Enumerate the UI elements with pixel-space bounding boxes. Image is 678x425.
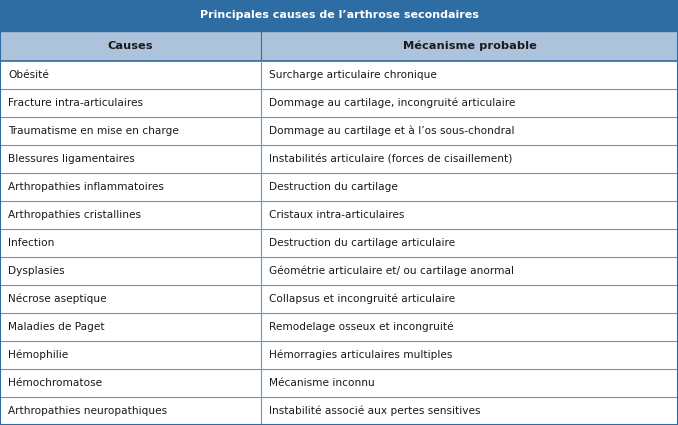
Text: Hémophilie: Hémophilie xyxy=(8,350,68,360)
Text: Cristaux intra-articulaires: Cristaux intra-articulaires xyxy=(269,210,405,220)
Text: Collapsus et incongruité articulaire: Collapsus et incongruité articulaire xyxy=(269,294,456,304)
Text: Arthropathies neuropathiques: Arthropathies neuropathiques xyxy=(8,406,167,416)
Text: Instabilité associé aux pertes sensitives: Instabilité associé aux pertes sensitive… xyxy=(269,406,481,416)
Text: Hémorragies articulaires multiples: Hémorragies articulaires multiples xyxy=(269,350,452,360)
Text: Dysplasies: Dysplasies xyxy=(8,266,65,276)
Text: Instabilités articulaire (forces de cisaillement): Instabilités articulaire (forces de cisa… xyxy=(269,154,513,164)
Text: Nécrose aseptique: Nécrose aseptique xyxy=(8,294,106,304)
Text: Traumatisme en mise en charge: Traumatisme en mise en charge xyxy=(8,126,179,136)
Bar xyxy=(0,313,678,341)
Text: Mécanisme inconnu: Mécanisme inconnu xyxy=(269,378,375,388)
Text: Dommage au cartilage, incongruité articulaire: Dommage au cartilage, incongruité articu… xyxy=(269,98,515,108)
Bar xyxy=(0,397,678,425)
Text: Maladies de Paget: Maladies de Paget xyxy=(8,322,105,332)
Text: Hémochromatose: Hémochromatose xyxy=(8,378,102,388)
Bar xyxy=(0,89,678,117)
Text: Surcharge articulaire chronique: Surcharge articulaire chronique xyxy=(269,70,437,80)
Text: Arthropathies inflammatoires: Arthropathies inflammatoires xyxy=(8,182,164,192)
Text: Principales causes de l’arthrose secondaires: Principales causes de l’arthrose seconda… xyxy=(199,10,479,20)
Text: Obésité: Obésité xyxy=(8,70,49,80)
Bar xyxy=(0,257,678,285)
Text: Arthropathies cristallines: Arthropathies cristallines xyxy=(8,210,141,220)
Text: Remodelage osseux et incongruité: Remodelage osseux et incongruité xyxy=(269,322,454,332)
Text: Dommage au cartilage et à l’os sous-chondral: Dommage au cartilage et à l’os sous-chon… xyxy=(269,126,515,136)
Text: Infection: Infection xyxy=(8,238,54,248)
Bar xyxy=(0,0,678,31)
Text: Fracture intra-articulaires: Fracture intra-articulaires xyxy=(8,98,143,108)
Text: Destruction du cartilage articulaire: Destruction du cartilage articulaire xyxy=(269,238,456,248)
Bar xyxy=(0,229,678,257)
Bar xyxy=(0,61,678,89)
Bar xyxy=(0,369,678,397)
Bar xyxy=(0,285,678,313)
Bar xyxy=(0,341,678,369)
Text: Causes: Causes xyxy=(108,41,153,51)
Bar xyxy=(0,117,678,145)
Text: Mécanisme probable: Mécanisme probable xyxy=(403,41,536,51)
Bar xyxy=(0,173,678,201)
Text: Destruction du cartilage: Destruction du cartilage xyxy=(269,182,398,192)
Bar xyxy=(0,31,678,61)
Bar xyxy=(0,145,678,173)
Bar xyxy=(0,201,678,229)
Text: Géométrie articulaire et/ ou cartilage anormal: Géométrie articulaire et/ ou cartilage a… xyxy=(269,266,514,276)
Text: Blessures ligamentaires: Blessures ligamentaires xyxy=(8,154,135,164)
